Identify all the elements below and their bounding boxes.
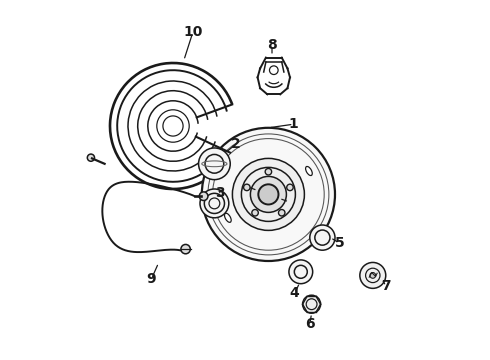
Text: 9: 9 [147, 272, 156, 286]
Circle shape [310, 225, 335, 250]
Circle shape [87, 154, 95, 161]
Text: 4: 4 [290, 287, 299, 300]
Circle shape [252, 210, 258, 216]
Circle shape [303, 295, 320, 313]
Circle shape [278, 210, 285, 216]
Circle shape [258, 184, 278, 204]
Circle shape [287, 184, 293, 191]
Circle shape [244, 184, 250, 191]
Circle shape [250, 176, 286, 212]
Circle shape [199, 192, 208, 201]
Circle shape [181, 244, 190, 254]
Text: 3: 3 [215, 186, 224, 199]
Text: 8: 8 [267, 38, 277, 52]
Ellipse shape [224, 213, 231, 222]
Text: 6: 6 [305, 317, 315, 331]
Text: 2: 2 [231, 137, 241, 151]
Text: 1: 1 [289, 117, 298, 131]
Circle shape [202, 128, 335, 261]
Circle shape [370, 273, 376, 278]
Text: 10: 10 [183, 26, 202, 39]
Text: 7: 7 [381, 279, 391, 293]
Circle shape [360, 262, 386, 288]
Text: 5: 5 [335, 236, 344, 250]
Circle shape [289, 260, 313, 284]
Circle shape [200, 189, 229, 218]
Ellipse shape [306, 166, 312, 176]
Circle shape [232, 158, 304, 230]
Circle shape [265, 168, 271, 175]
Circle shape [198, 148, 230, 180]
